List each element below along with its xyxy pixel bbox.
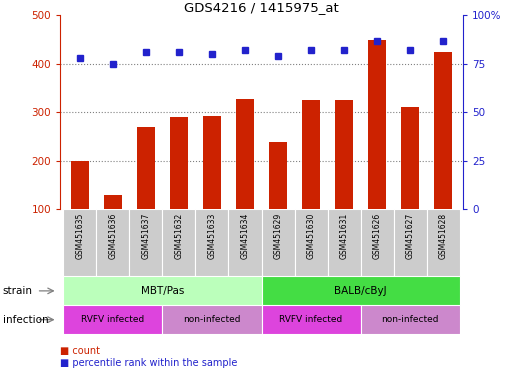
- Bar: [262, 276, 460, 305]
- Bar: [63, 305, 163, 334]
- Bar: [63, 276, 262, 305]
- Bar: [427, 209, 460, 276]
- Text: GSM451627: GSM451627: [405, 213, 415, 259]
- Text: BALB/cByJ: BALB/cByJ: [334, 286, 387, 296]
- Bar: [294, 209, 327, 276]
- Text: GSM451630: GSM451630: [306, 213, 315, 259]
- Bar: [360, 305, 460, 334]
- Bar: [262, 209, 294, 276]
- Bar: [262, 305, 360, 334]
- Bar: [63, 209, 96, 276]
- Bar: [196, 209, 229, 276]
- Text: non-infected: non-infected: [381, 315, 439, 324]
- Text: GSM451626: GSM451626: [372, 213, 382, 259]
- Bar: [327, 209, 360, 276]
- Text: GSM451635: GSM451635: [75, 213, 84, 259]
- Bar: [170, 117, 188, 209]
- Bar: [203, 116, 221, 209]
- Text: non-infected: non-infected: [183, 315, 241, 324]
- Title: GDS4216 / 1415975_at: GDS4216 / 1415975_at: [184, 1, 339, 14]
- Bar: [335, 100, 353, 209]
- Text: GSM451637: GSM451637: [141, 213, 151, 259]
- Bar: [269, 142, 287, 209]
- Text: MBT/Pas: MBT/Pas: [141, 286, 184, 296]
- Bar: [360, 209, 393, 276]
- Text: GSM451633: GSM451633: [208, 213, 217, 259]
- Bar: [137, 127, 155, 209]
- Text: RVFV infected: RVFV infected: [82, 315, 144, 324]
- Text: strain: strain: [3, 286, 32, 296]
- Bar: [368, 40, 386, 209]
- Bar: [163, 305, 262, 334]
- Bar: [434, 52, 452, 209]
- Text: RVFV infected: RVFV infected: [279, 315, 343, 324]
- Text: GSM451629: GSM451629: [274, 213, 282, 259]
- Text: GSM451628: GSM451628: [439, 213, 448, 259]
- Text: infection: infection: [3, 314, 48, 325]
- Bar: [96, 209, 130, 276]
- Text: ■ count: ■ count: [60, 346, 100, 356]
- Bar: [401, 108, 419, 209]
- Bar: [236, 99, 254, 209]
- Bar: [393, 209, 427, 276]
- Text: ■ percentile rank within the sample: ■ percentile rank within the sample: [60, 358, 237, 368]
- Bar: [229, 209, 262, 276]
- Text: GSM451631: GSM451631: [339, 213, 348, 259]
- Text: GSM451632: GSM451632: [175, 213, 184, 259]
- Text: GSM451634: GSM451634: [241, 213, 249, 259]
- Bar: [163, 209, 196, 276]
- Bar: [71, 161, 89, 209]
- Bar: [104, 195, 122, 209]
- Bar: [302, 100, 320, 209]
- Bar: [130, 209, 163, 276]
- Text: GSM451636: GSM451636: [108, 213, 118, 259]
